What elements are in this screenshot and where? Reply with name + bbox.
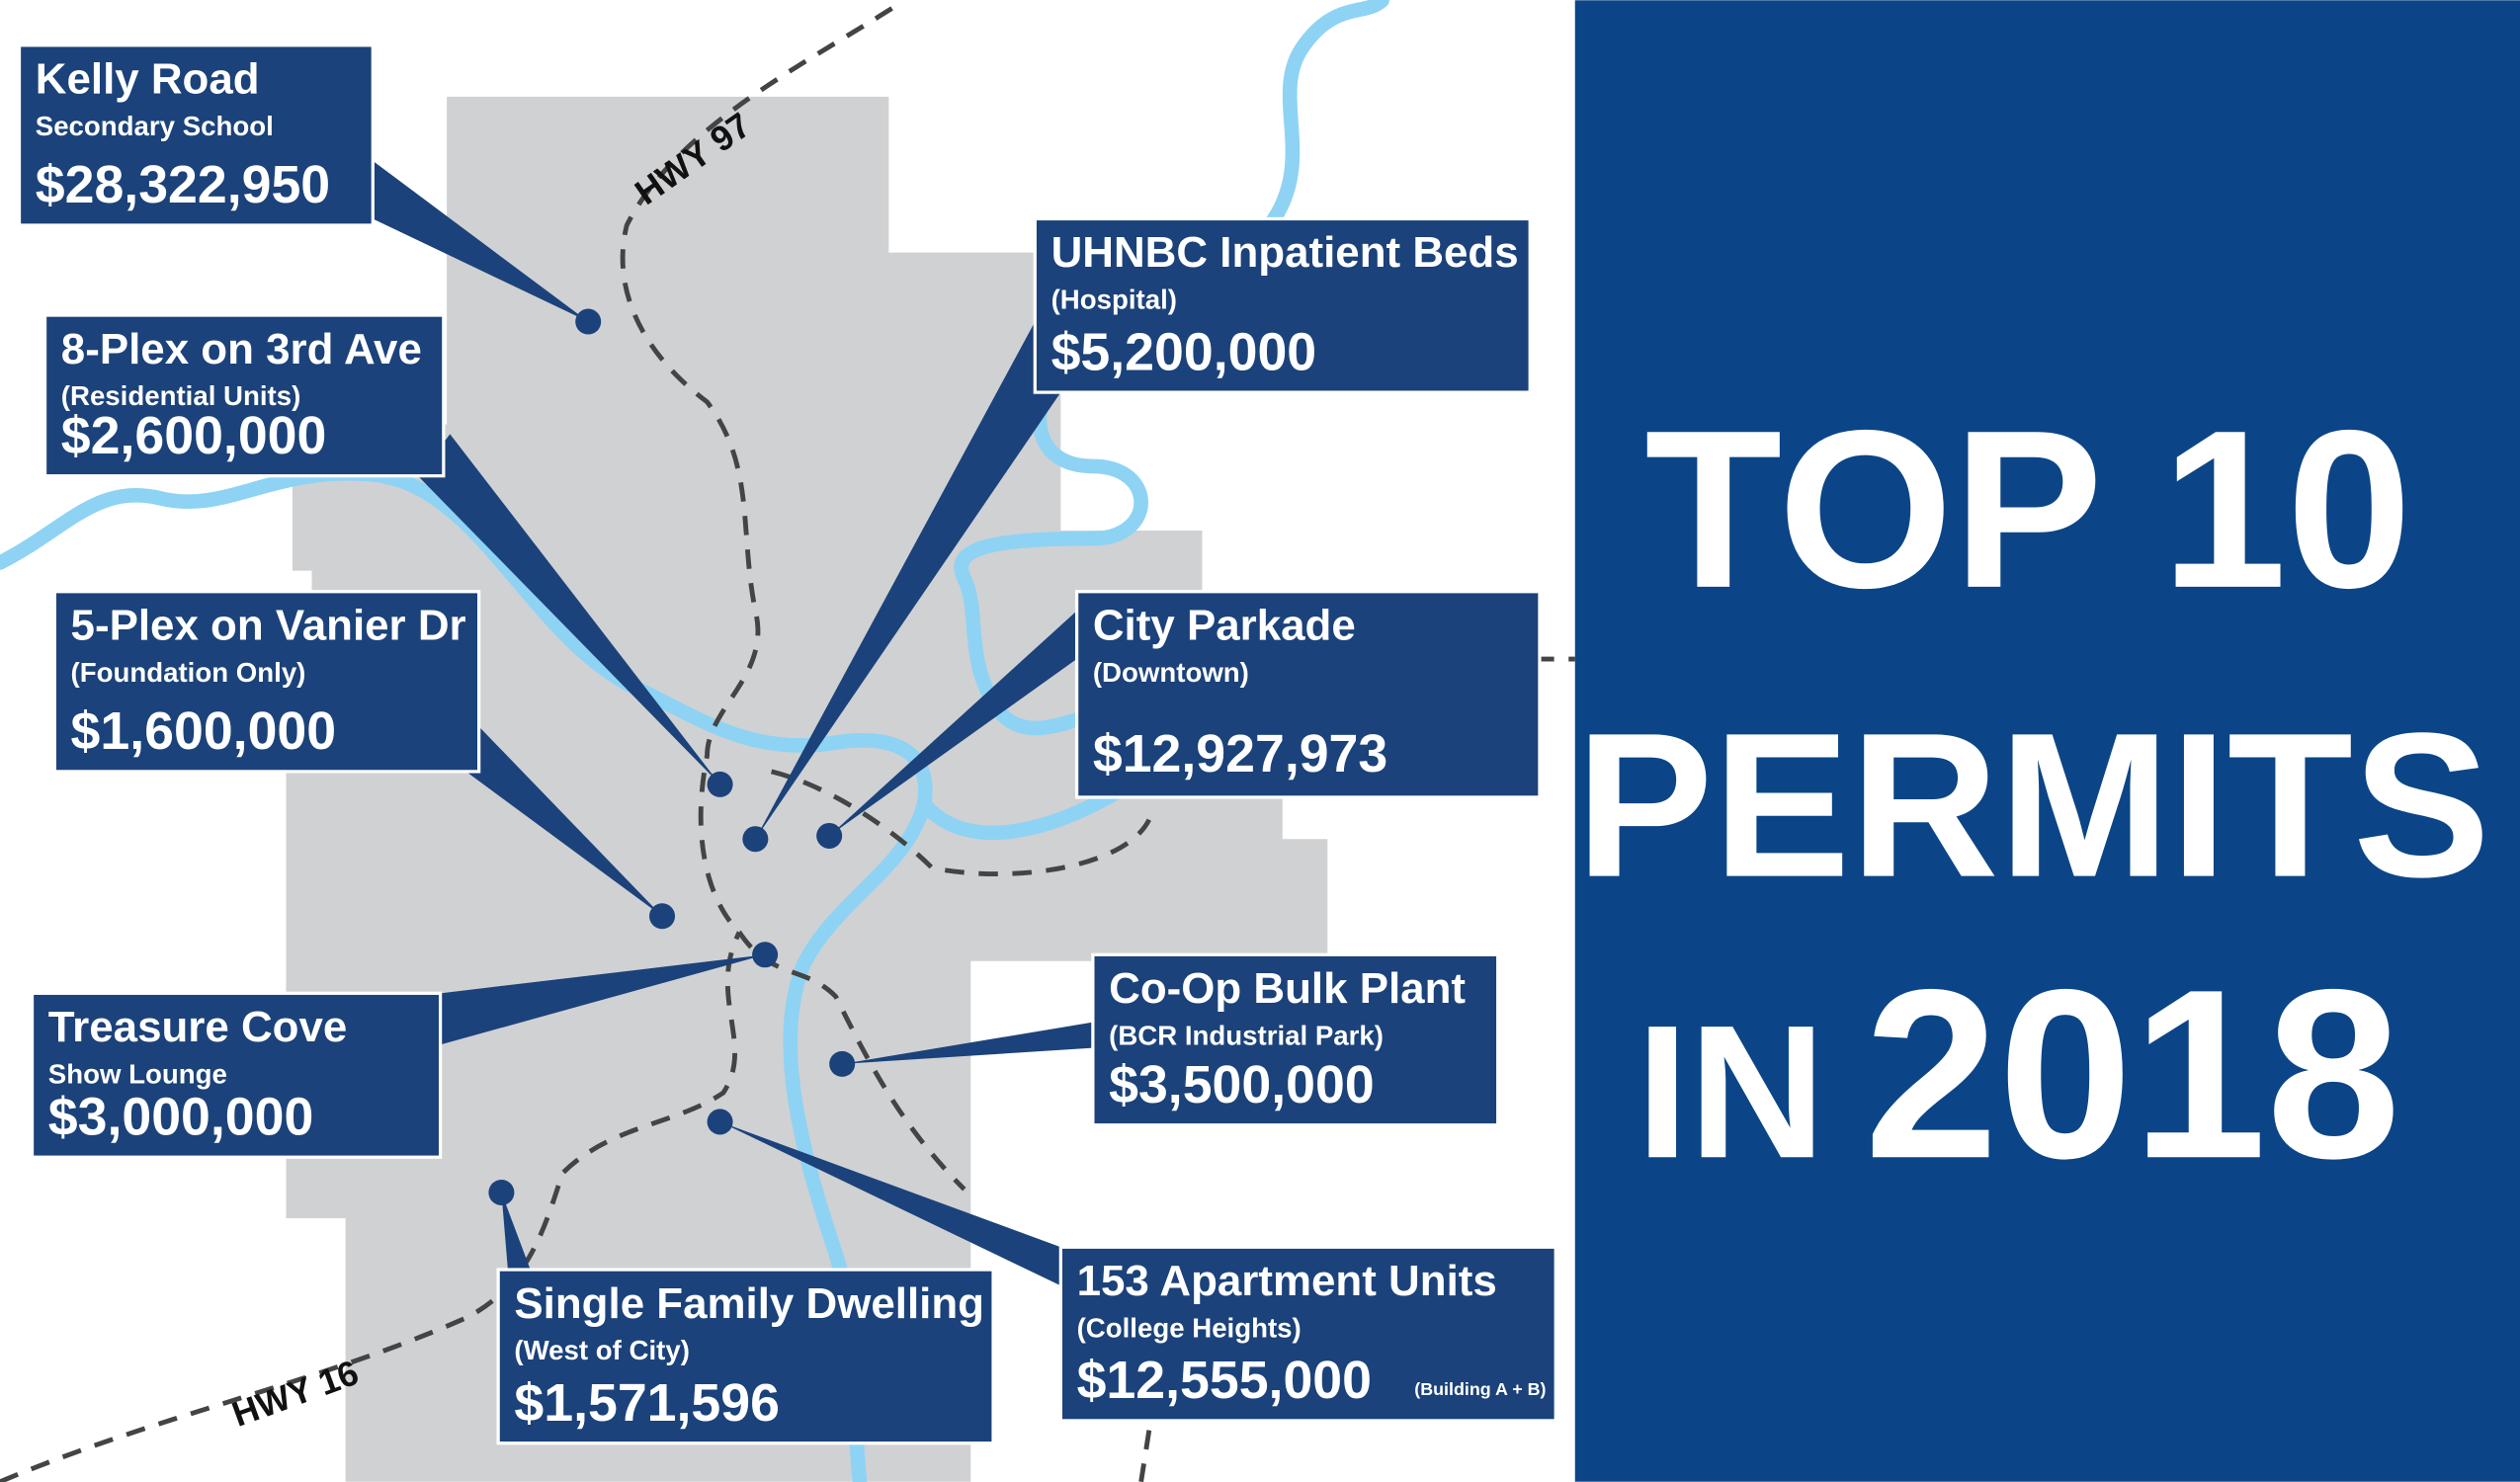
permit-note: (Building A + B) — [1414, 1379, 1546, 1399]
permit-detail: Secondary School — [36, 111, 274, 141]
permit-name: Treasure Cove — [48, 1003, 348, 1051]
permit-name: UHNBC Inpatient Beds — [1051, 228, 1519, 277]
permit-name: Kelly Road — [36, 55, 260, 104]
permit-box — [17, 43, 375, 227]
permit-name: City Parkade — [1093, 602, 1356, 650]
permit-detail: (Foundation Only) — [71, 657, 306, 688]
location-pin — [575, 308, 602, 335]
callout-pointer — [501, 1192, 531, 1271]
location-pin — [742, 826, 769, 853]
permit-detail: (College Heights) — [1077, 1312, 1302, 1343]
location-pin — [649, 903, 676, 930]
permit-box — [30, 991, 443, 1159]
permit-name: 8-Plex on 3rd Ave — [61, 325, 422, 373]
location-pin — [829, 1050, 856, 1077]
location-pin — [752, 942, 779, 968]
permit-name: 153 Apartment Units — [1077, 1257, 1497, 1305]
location-pin — [707, 1109, 733, 1135]
permit-box — [42, 313, 446, 478]
permit-detail: (BCR Industrial Park) — [1109, 1020, 1384, 1050]
permit-name: 5-Plex on Vanier Dr — [71, 602, 466, 650]
permit-detail: (West of City) — [514, 1335, 690, 1365]
permit-amount: $12,927,973 — [1093, 724, 1387, 783]
permit-name: Single Family Dwelling — [514, 1279, 984, 1328]
permit-amount: $2,600,000 — [61, 406, 327, 465]
highways — [0, 6, 1575, 1482]
callout-wedges — [373, 160, 1093, 1286]
permit-box — [1033, 216, 1532, 394]
callout-pointer — [829, 611, 1077, 836]
permit-amount: $5,200,000 — [1051, 322, 1317, 381]
location-pin — [488, 1179, 515, 1205]
city-area — [286, 96, 1328, 1482]
permit-amount: $3,500,000 — [1109, 1055, 1375, 1114]
permit-box — [1058, 1245, 1557, 1423]
permit-box — [52, 590, 481, 774]
permit-amount: $1,571,596 — [514, 1373, 780, 1433]
title-prefix: IN — [1637, 985, 1826, 1197]
callout-pointer — [755, 321, 1061, 840]
title-panel — [1574, 0, 2520, 1482]
permit-detail: (Downtown) — [1093, 657, 1249, 688]
permit-box — [1091, 952, 1500, 1127]
callout-pointer — [465, 726, 663, 917]
location-pin — [816, 822, 843, 849]
location-pin — [707, 771, 733, 797]
permit-box — [1074, 590, 1542, 799]
permit-amount: $28,322,950 — [36, 155, 330, 214]
permit-detail: Show Lounge — [48, 1058, 227, 1089]
title-line: TOP 10 — [1644, 384, 2411, 635]
permit-amount: $3,000,000 — [48, 1087, 314, 1146]
title-line: PERMITS — [1576, 692, 2490, 921]
permit-detail: (Residential Units) — [61, 380, 301, 411]
callout-pointer — [417, 434, 720, 784]
callout-boxes: Kelly Road Secondary School $28,322,950 8-P… — [17, 43, 1557, 1445]
permit-name: Co-Op Bulk Plant — [1109, 964, 1466, 1013]
permit-amount: $12,555,000 — [1077, 1351, 1372, 1410]
permit-detail: (Hospital) — [1051, 285, 1177, 315]
title-year: 2018 — [1864, 939, 2400, 1208]
permit-box — [496, 1268, 995, 1445]
permit-amount: $1,600,000 — [71, 701, 337, 761]
